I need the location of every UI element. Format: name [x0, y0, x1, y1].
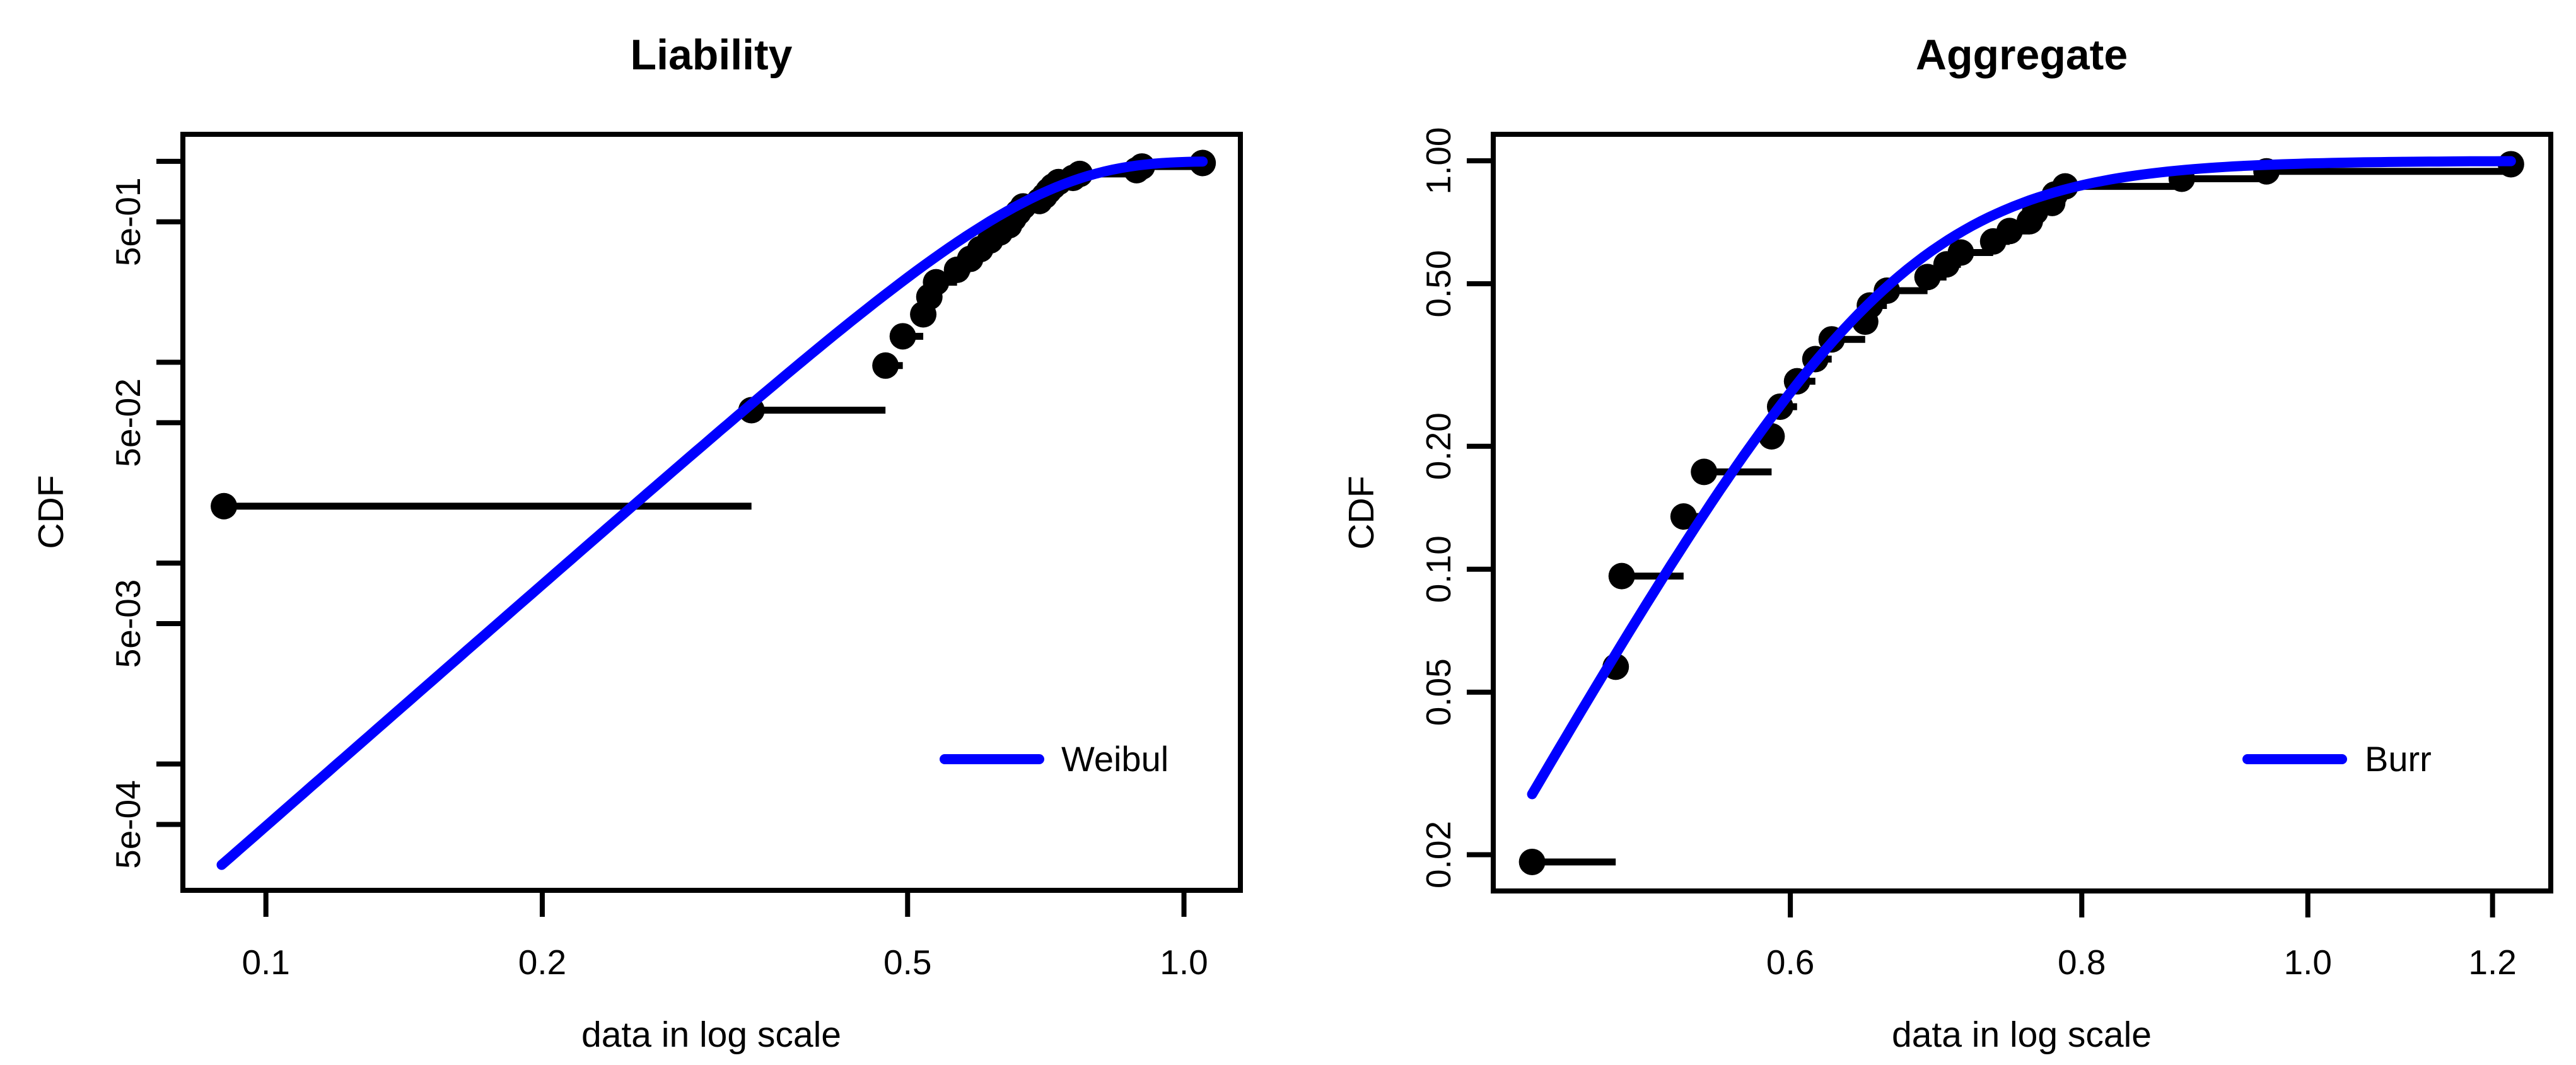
ecdf-point [211, 492, 238, 520]
y-axis-tick-label: 1.00 [1419, 127, 1458, 194]
liability-legend: Weibul [940, 739, 1169, 779]
liability-title: Liability [631, 31, 793, 79]
x-axis-tick-label: 1.0 [1160, 943, 1208, 982]
y-axis-tick-label: 0.50 [1419, 250, 1458, 317]
aggregate-legend: Burr [2242, 739, 2432, 779]
y-axis-tick-label: 0.05 [1419, 658, 1458, 726]
plot-box [180, 132, 1243, 893]
ecdf-point [1947, 239, 1974, 266]
ecdf-point [1670, 503, 1697, 530]
aggregate-plot-area: 0.6 0.8 1.0 1.2 1.00 0.50 0.20 0.10 0.05 0.02 [1419, 127, 2553, 982]
y-axis-tick-label: 0.10 [1419, 535, 1458, 603]
x-axis-tick-label: 0.8 [2058, 943, 2106, 982]
y-axis-tick-label: 0.02 [1419, 821, 1458, 888]
y-axis-tick-label: 5e-04 [108, 780, 148, 869]
x-axis-tick-label: 0.1 [242, 943, 289, 982]
aggregate-x-axis-label: data in log scale [1892, 1015, 2152, 1055]
fitted-cdf-curve [216, 156, 1208, 870]
ecdf-point [1608, 562, 1635, 590]
liability-legend-label: Weibul [1061, 739, 1169, 779]
x-axis-tick-label: 0.5 [883, 943, 931, 982]
ecdf-point [1914, 264, 1941, 291]
x-axis-tick-label: 1.2 [2468, 943, 2516, 982]
liability-x-axis-label: data in log scale [581, 1015, 841, 1055]
x-axis-tick-label: 1.0 [2284, 943, 2332, 982]
ecdf-point [889, 323, 916, 350]
y-axis-tick-label: 5e-02 [108, 378, 148, 467]
liability-chart: Liability 0.1 0.2 0.5 1.0 5e-01 5e-02 5e-03 5e-… [31, 31, 1243, 1055]
ecdf-point [923, 269, 950, 296]
aggregate-y-axis-label: CDF [1341, 475, 1382, 549]
ecdf-point [1518, 848, 1546, 875]
aggregate-title: Aggregate [1916, 31, 2128, 79]
plot-box [1491, 132, 2553, 893]
ecdf-point [1691, 458, 1718, 486]
y-axis-tick-label: 5e-03 [108, 579, 148, 668]
fitted-cdf-curve [1527, 156, 2516, 800]
liability-y-axis-label: CDF [31, 475, 71, 549]
ecdf-point [872, 352, 899, 379]
y-axis-tick-label: 5e-01 [108, 177, 148, 266]
x-axis-tick-label: 0.6 [1766, 943, 1814, 982]
x-axis-tick-label: 0.2 [518, 943, 566, 982]
aggregate-chart: Aggregate 0.6 0.8 1.0 1.21.000.500.200.100.… [1341, 31, 2553, 1055]
liability-plot-area: 0.1 0.2 0.5 1.0 5e-01 5e-02 5e-03 5e-04 [108, 132, 1243, 982]
y-axis-tick-label: 0.20 [1419, 412, 1458, 480]
aggregate-legend-label: Burr [2365, 739, 2432, 779]
ecdf-point [1996, 218, 2023, 245]
